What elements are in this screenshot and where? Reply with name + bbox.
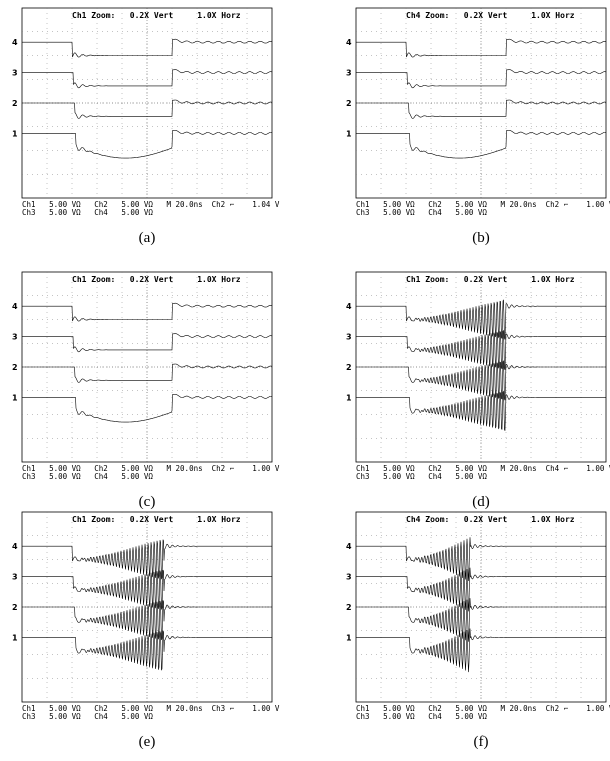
channel-label: 3 — [346, 573, 352, 582]
channel-label: 1 — [12, 633, 18, 642]
zoom-header: Ch1 Zoom: 0.2X Vert 1.0X Horz — [72, 515, 241, 524]
channel-label: 2 — [346, 363, 352, 372]
channel-label: 4 — [12, 302, 18, 311]
zoom-header: Ch1 Zoom: 0.2X Vert 1.0X Horz — [406, 275, 575, 284]
channel-label: 2 — [346, 99, 352, 108]
waveform — [356, 300, 606, 339]
channel-label: 3 — [346, 69, 352, 78]
caption: (d) — [472, 494, 490, 510]
channel-label: 2 — [346, 603, 352, 612]
zoom-header: Ch1 Zoom: 0.2X Vert 1.0X Horz — [72, 11, 241, 20]
footer-line: Ch3 5.00 VΩ Ch4 5.00 VΩ — [22, 208, 153, 217]
channel-label: 2 — [12, 603, 18, 612]
caption: (c) — [139, 494, 156, 510]
channel-label: 4 — [346, 542, 352, 551]
channel-label: 4 — [12, 38, 18, 47]
channel-label: 4 — [12, 542, 18, 551]
waveform — [356, 568, 606, 612]
footer-line: Ch3 5.00 VΩ Ch4 5.00 VΩ — [22, 472, 153, 481]
channel-label: 2 — [12, 363, 18, 372]
channel-label: 1 — [346, 633, 352, 642]
footer-line: Ch3 5.00 VΩ Ch4 5.00 VΩ — [356, 712, 487, 721]
caption: (f) — [474, 734, 489, 750]
channel-label: 3 — [12, 69, 18, 78]
channel-label: 3 — [12, 573, 18, 582]
channel-label: 4 — [346, 38, 352, 47]
waveform — [356, 537, 606, 581]
zoom-header: Ch1 Zoom: 0.2X Vert 1.0X Horz — [72, 275, 241, 284]
channel-label: 3 — [12, 333, 18, 342]
figure: Ch1 Zoom: 0.2X Vert 1.0X Horz4321Ch1 5.0… — [0, 0, 610, 761]
caption: (a) — [139, 230, 156, 246]
caption: (b) — [472, 230, 490, 246]
footer-line: Ch3 5.00 VΩ Ch4 5.00 VΩ — [356, 472, 487, 481]
channel-label: 1 — [12, 393, 18, 402]
channel-label: 3 — [346, 333, 352, 342]
footer-line: Ch3 5.00 VΩ Ch4 5.00 VΩ — [356, 208, 487, 217]
channel-label: 1 — [346, 393, 352, 402]
caption: (e) — [139, 734, 156, 750]
footer-line: Ch3 5.00 VΩ Ch4 5.00 VΩ — [22, 712, 153, 721]
channel-label: 1 — [12, 129, 18, 138]
channel-label: 4 — [346, 302, 352, 311]
channel-label: 2 — [12, 99, 18, 108]
zoom-header: Ch4 Zoom: 0.2X Vert 1.0X Horz — [406, 11, 575, 20]
channel-label: 1 — [346, 129, 352, 138]
zoom-header: Ch4 Zoom: 0.2X Vert 1.0X Horz — [406, 515, 575, 524]
